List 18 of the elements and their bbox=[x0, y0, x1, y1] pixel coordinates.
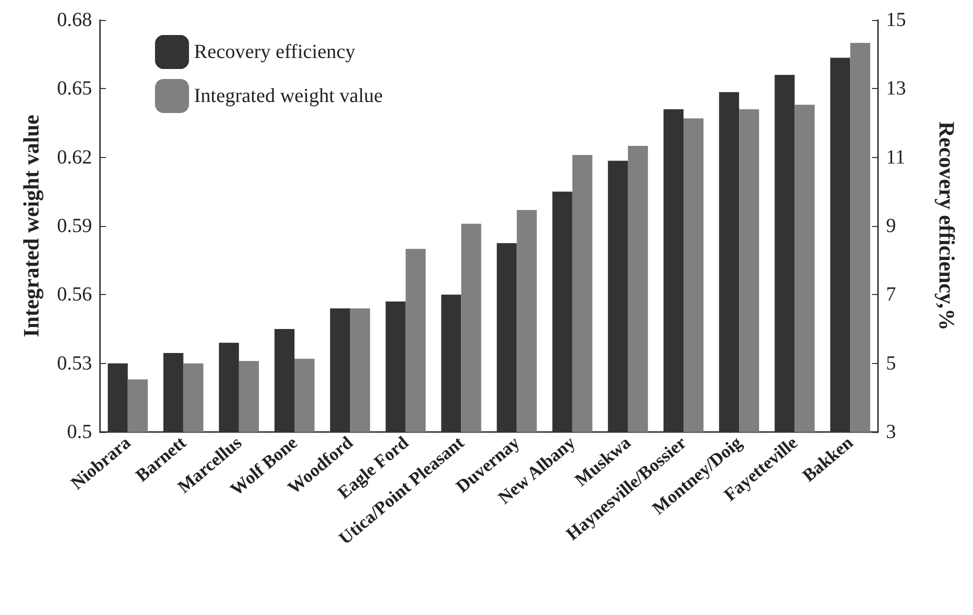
y2-tick-label: 15 bbox=[886, 9, 906, 31]
y2-tick-label: 3 bbox=[886, 421, 896, 443]
y-axis-title: Integrated weight value bbox=[18, 114, 44, 338]
y2-tick-label: 13 bbox=[886, 78, 906, 100]
y2-tick-label: 7 bbox=[886, 284, 896, 306]
y-tick-label: 0.5 bbox=[67, 421, 92, 443]
y-tick-label: 0.68 bbox=[57, 9, 92, 31]
y2-tick-label: 9 bbox=[886, 215, 896, 237]
y-tick-label: 0.56 bbox=[57, 284, 92, 306]
y-tick-label: 0.59 bbox=[57, 215, 92, 237]
y2-axis-title: Recovery efficiency,% bbox=[934, 122, 960, 330]
y-tick-label: 0.53 bbox=[57, 352, 92, 374]
y2-tick-label: 11 bbox=[886, 146, 906, 168]
legend-label: Integrated weight value bbox=[194, 85, 383, 107]
y2-tick-label: 5 bbox=[886, 352, 896, 374]
y-tick-label: 0.65 bbox=[57, 78, 92, 100]
legend-label: Recovery efficiency bbox=[194, 41, 356, 63]
y-tick-label: 0.62 bbox=[57, 146, 92, 168]
